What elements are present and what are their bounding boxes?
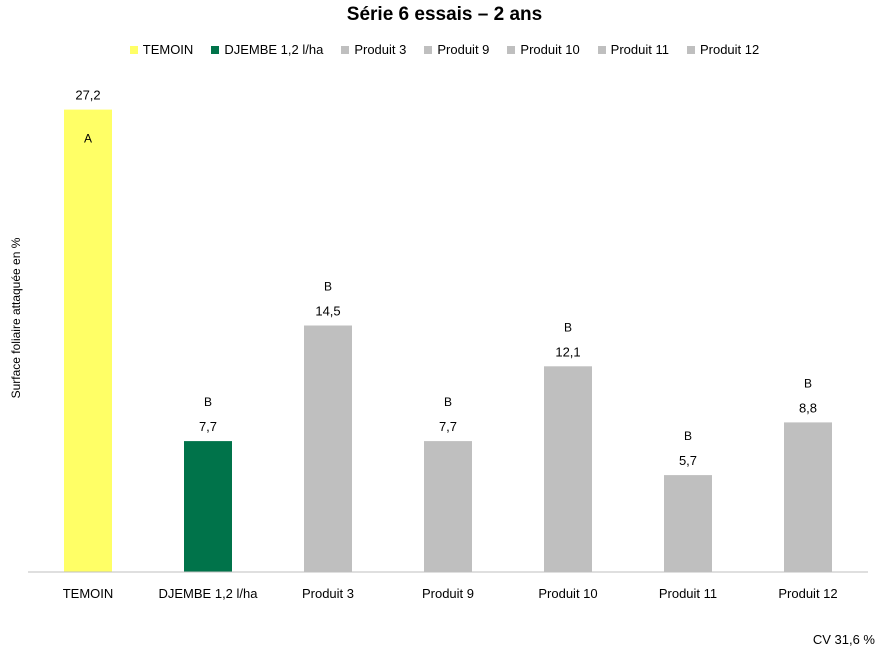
bar xyxy=(64,109,112,572)
legend-label: TEMOIN xyxy=(142,42,194,57)
x-tick-label: TEMOIN xyxy=(63,586,114,601)
bar xyxy=(424,441,472,572)
significance-letter: B xyxy=(804,376,812,390)
x-tick-label: Produit 11 xyxy=(659,586,717,601)
significance-letter: B xyxy=(324,280,332,294)
bar xyxy=(184,441,232,572)
legend-swatch xyxy=(507,45,516,54)
legend-swatch xyxy=(341,45,350,54)
chart-title: Série 6 essais – 2 ans xyxy=(346,4,543,25)
legend-item: Produit 10 xyxy=(507,42,580,57)
bar xyxy=(784,422,832,572)
legend-label: Produit 9 xyxy=(437,42,490,57)
bar-value-label: 12,1 xyxy=(555,344,580,359)
bar-value-label: 5,7 xyxy=(679,453,697,468)
significance-letter: B xyxy=(684,429,692,443)
legend-swatch xyxy=(686,45,695,54)
legend-swatch xyxy=(129,45,138,54)
bar xyxy=(544,366,592,572)
significance-letter: B xyxy=(204,395,212,409)
legend-item: Produit 3 xyxy=(341,42,406,57)
bar xyxy=(664,475,712,572)
x-tick-label: DJEMBE 1,2 l/ha xyxy=(159,586,259,601)
chart-legend: TEMOIN DJEMBE 1,2 l/ha Produit 3 Produit 9 P… xyxy=(0,42,889,57)
legend-label: DJEMBE 1,2 l/ha xyxy=(224,42,324,57)
bar xyxy=(304,325,352,572)
x-tick-label: Produit 9 xyxy=(422,586,474,601)
x-tick-label: Produit 3 xyxy=(302,586,354,601)
significance-letter: B xyxy=(564,320,572,334)
legend-item: DJEMBE 1,2 l/ha xyxy=(211,42,323,57)
legend-swatch xyxy=(211,45,220,54)
bar-value-label: 14,5 xyxy=(315,304,340,319)
legend-swatch xyxy=(597,45,606,54)
significance-letter: A xyxy=(84,132,92,146)
legend-label: Produit 12 xyxy=(699,42,760,57)
legend-item: Produit 12 xyxy=(686,42,760,57)
x-tick-label: Produit 12 xyxy=(778,586,837,601)
legend-label: Produit 11 xyxy=(610,42,669,57)
bar-value-label: 27,2 xyxy=(75,88,100,103)
x-tick-label: Produit 10 xyxy=(538,586,597,601)
legend-swatch xyxy=(424,45,433,54)
legend-item: TEMOIN xyxy=(129,42,194,57)
legend-label: Produit 10 xyxy=(520,42,580,57)
bar-value-label: 7,7 xyxy=(439,419,457,434)
cv-note: CV 31,6 % xyxy=(812,632,875,647)
bar-value-label: 7,7 xyxy=(199,419,217,434)
legend-item: Produit 9 xyxy=(424,42,489,57)
significance-letter: B xyxy=(444,395,452,409)
legend-label: Produit 3 xyxy=(354,42,407,57)
bar-value-label: 8,8 xyxy=(799,400,817,415)
y-axis-title: Surface foliaire attaquée en % xyxy=(9,237,23,398)
legend-item: Produit 11 xyxy=(597,42,669,57)
